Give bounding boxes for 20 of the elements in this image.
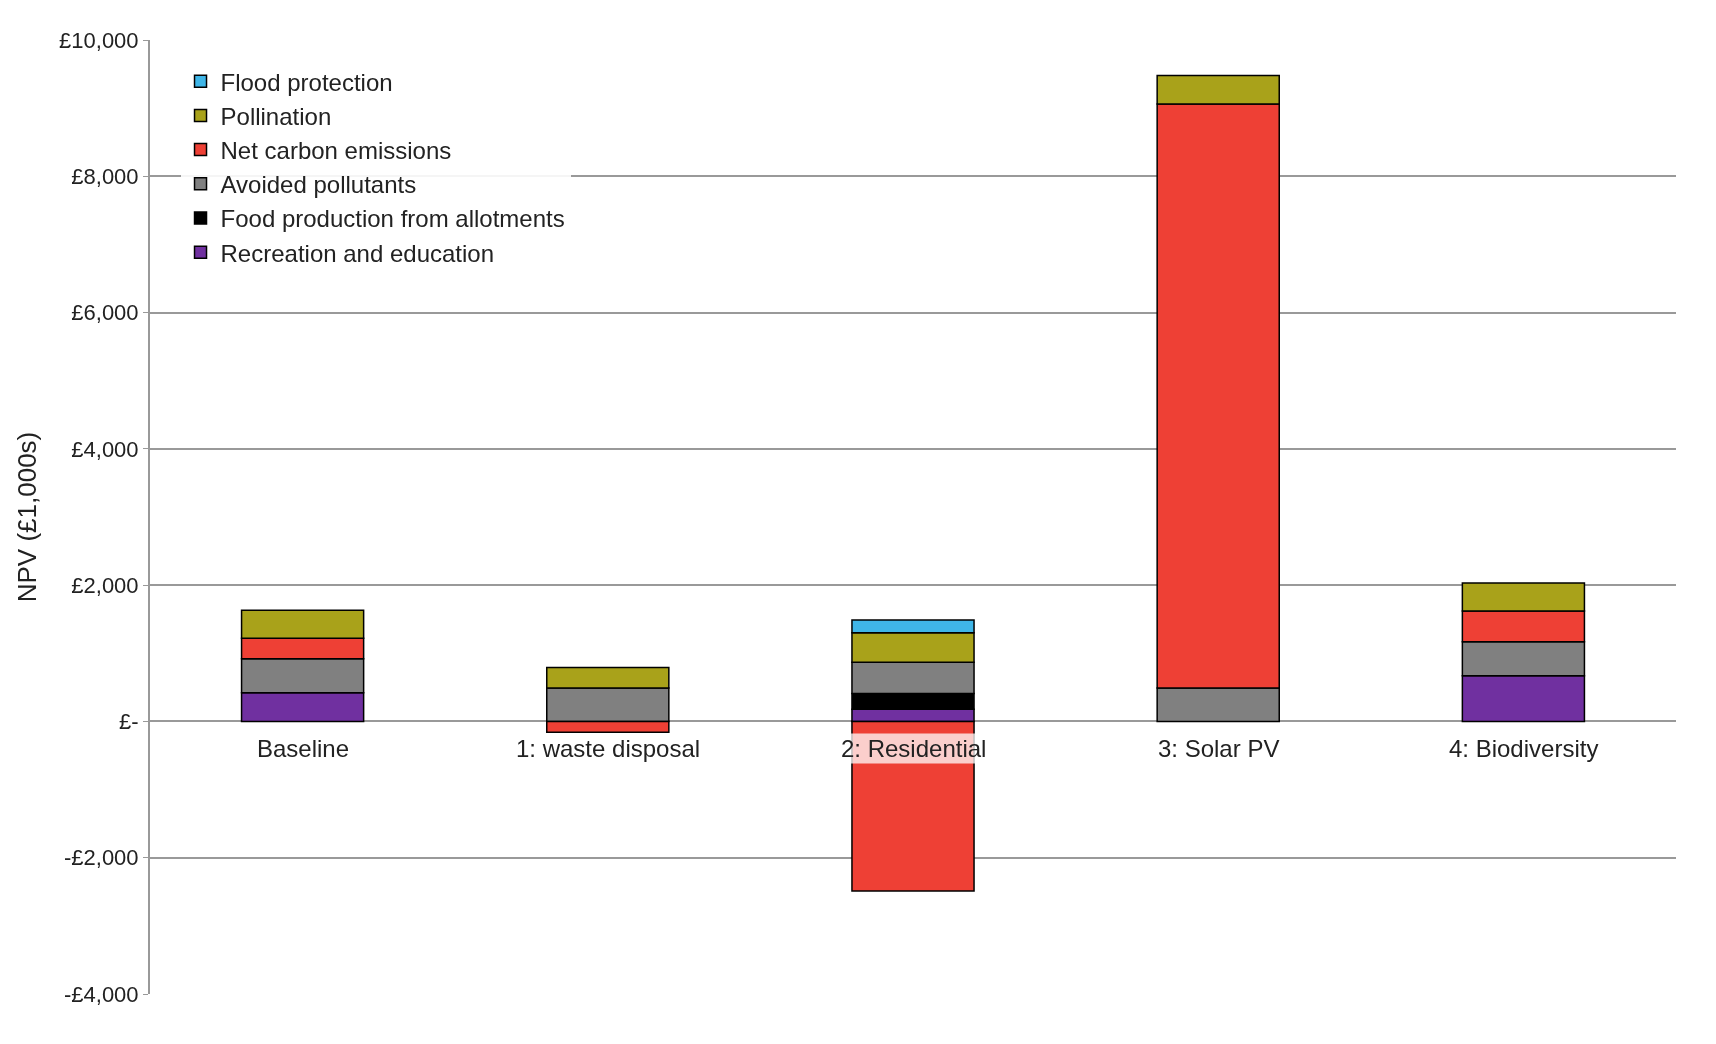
y-tick-label: -£2,000 [63,845,139,871]
legend-label: Net carbon emissions [220,136,452,164]
y-tick-label: £2,000 [71,572,139,598]
y-tick-label: £10,000 [59,27,139,53]
legend-label: Avoided pollutants [220,171,417,199]
y-tick-label: -£4,000 [63,981,139,1007]
y-tick-label: £6,000 [71,300,139,326]
y-tick-label: £- [119,709,139,735]
legend-label: Flood protection [220,68,393,96]
legend-label: Food production from allotments [220,205,565,233]
x-tick-label: 1: waste disposal [516,735,701,762]
y-tick-label: £4,000 [71,436,139,462]
legend-label: Recreation and education [220,239,495,267]
y-tick-label: £8,000 [71,163,139,189]
x-tick-label: 3: Solar PV [1158,735,1280,762]
x-tick-label: 2: Residential [841,735,987,762]
x-tick-label: 4: Biodiversity [1449,735,1599,762]
legend-label: Pollination [220,102,332,130]
x-tick-label: Baseline [257,735,350,762]
y-axis-title: NPV (£1,000s) [11,431,42,603]
